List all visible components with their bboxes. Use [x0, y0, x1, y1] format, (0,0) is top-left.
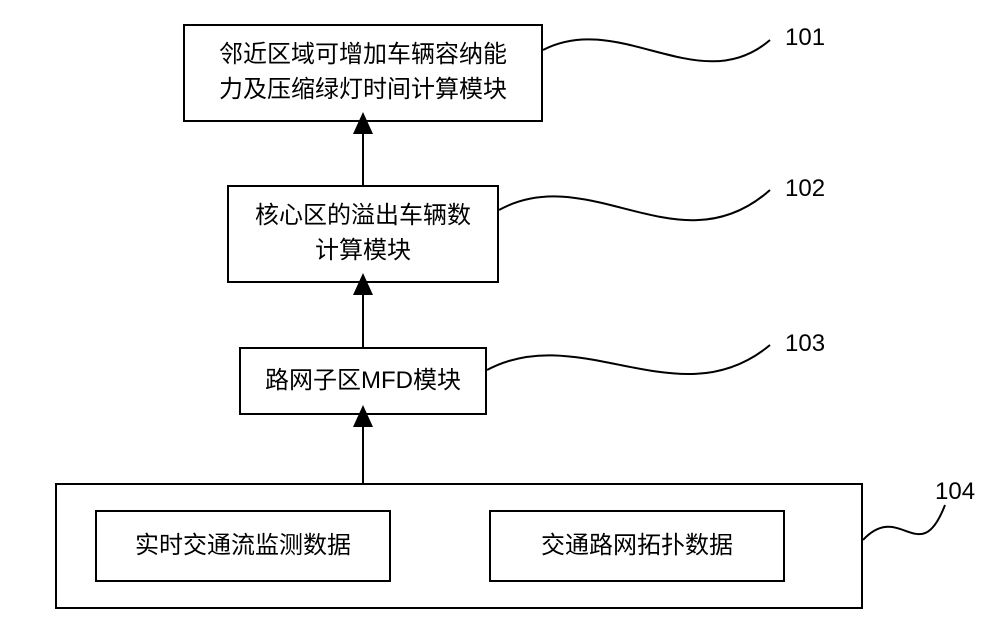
- node-102-line2: 计算模块: [315, 237, 411, 264]
- node-104-child-2-text: 交通路网拓扑数据: [541, 529, 733, 564]
- node-102-line1: 核心区的溢出车辆数: [255, 202, 471, 229]
- node-103-text: 路网子区MFD模块: [265, 364, 461, 399]
- node-102: 核心区的溢出车辆数 计算模块: [227, 185, 499, 283]
- connector-101: [543, 39, 770, 61]
- node-101: 邻近区域可增加车辆容纳能 力及压缩绿灯时间计算模块: [183, 24, 543, 122]
- node-104-child-1-text: 实时交通流监测数据: [135, 529, 351, 564]
- label-101: 101: [785, 24, 825, 52]
- node-104-child-1: 实时交通流监测数据: [95, 510, 391, 582]
- label-104: 104: [935, 478, 975, 506]
- label-103: 103: [785, 330, 825, 358]
- connector-104: [863, 505, 945, 540]
- node-101-line2: 力及压缩绿灯时间计算模块: [219, 76, 507, 103]
- connector-103: [487, 345, 770, 374]
- connector-102: [499, 190, 770, 220]
- node-101-line1: 邻近区域可增加车辆容纳能: [219, 41, 507, 68]
- node-103: 路网子区MFD模块: [239, 347, 487, 415]
- node-104-child-2: 交通路网拓扑数据: [489, 510, 785, 582]
- diagram-canvas: 邻近区域可增加车辆容纳能 力及压缩绿灯时间计算模块 核心区的溢出车辆数 计算模块…: [0, 0, 1000, 643]
- label-102: 102: [785, 175, 825, 203]
